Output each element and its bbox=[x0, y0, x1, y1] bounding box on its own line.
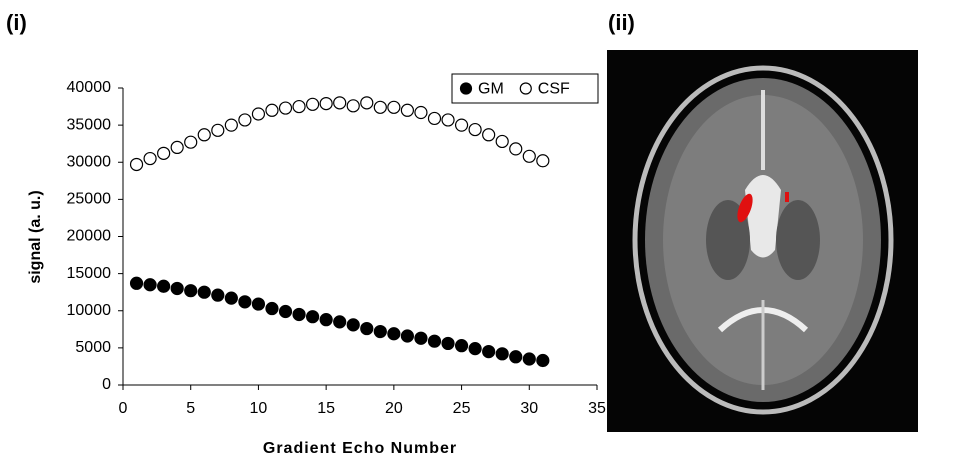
data-point bbox=[373, 100, 387, 114]
x-axis-label: Gradient Echo Number bbox=[263, 440, 457, 457]
y-tick-label: 5000 bbox=[75, 339, 111, 356]
data-point bbox=[292, 307, 306, 322]
y-tick-label: 15000 bbox=[67, 265, 112, 282]
data-point bbox=[346, 318, 360, 332]
data-point bbox=[251, 107, 266, 121]
data-point bbox=[238, 295, 252, 309]
data-point bbox=[319, 313, 333, 327]
data-point bbox=[211, 123, 225, 137]
x-tick-label: 25 bbox=[453, 400, 471, 417]
data-point bbox=[306, 310, 320, 324]
data-point bbox=[224, 291, 238, 305]
data-point bbox=[143, 151, 157, 166]
y-axis-label: signal (a. u.) bbox=[27, 190, 44, 283]
data-point bbox=[129, 157, 144, 172]
data-point bbox=[427, 111, 442, 126]
y-tick-label: 0 bbox=[102, 376, 111, 393]
data-point bbox=[441, 336, 455, 351]
panel-label: (i) bbox=[6, 10, 27, 35]
data-point bbox=[482, 344, 496, 359]
data-point bbox=[400, 329, 414, 343]
data-point bbox=[278, 304, 293, 319]
data-point bbox=[414, 331, 428, 345]
data-point bbox=[495, 347, 509, 361]
data-point bbox=[360, 96, 374, 110]
data-point bbox=[265, 103, 279, 117]
data-point bbox=[522, 149, 536, 163]
data-point bbox=[482, 128, 496, 142]
x-tick-label: 15 bbox=[317, 400, 335, 417]
data-point bbox=[170, 281, 184, 296]
x-tick-label: 0 bbox=[119, 400, 128, 417]
panel-label: (ii) bbox=[608, 10, 635, 35]
data-point bbox=[306, 97, 320, 111]
data-point bbox=[170, 140, 184, 154]
legend-marker bbox=[519, 82, 532, 95]
data-point bbox=[441, 113, 455, 127]
data-point bbox=[387, 327, 401, 341]
data-point bbox=[509, 350, 523, 364]
data-point bbox=[454, 339, 469, 353]
data-point bbox=[400, 103, 414, 117]
legend-marker bbox=[459, 82, 473, 95]
data-point bbox=[333, 315, 347, 329]
x-tick-label: 20 bbox=[385, 400, 403, 417]
data-point bbox=[184, 135, 198, 149]
x-tick-label: 10 bbox=[250, 400, 268, 417]
data-point bbox=[346, 99, 360, 113]
data-point bbox=[157, 146, 171, 160]
y-tick-label: 25000 bbox=[67, 191, 112, 208]
data-point bbox=[157, 279, 171, 293]
data-point bbox=[427, 334, 442, 348]
data-point bbox=[129, 276, 144, 290]
data-point bbox=[495, 134, 509, 149]
data-point bbox=[536, 154, 550, 168]
data-point bbox=[333, 96, 347, 110]
data-point bbox=[197, 285, 211, 299]
data-point bbox=[319, 96, 333, 111]
data-point bbox=[414, 105, 428, 120]
legend-label: CSF bbox=[538, 81, 570, 98]
y-tick-label: 30000 bbox=[67, 153, 112, 170]
data-point bbox=[468, 122, 482, 137]
data-point bbox=[387, 100, 401, 114]
data-point bbox=[278, 101, 293, 115]
data-point bbox=[251, 297, 266, 311]
legend-label: GM bbox=[478, 81, 504, 98]
data-point bbox=[197, 128, 211, 142]
data-point bbox=[292, 99, 306, 114]
data-point bbox=[468, 342, 482, 356]
y-tick-label: 35000 bbox=[67, 116, 112, 133]
data-point bbox=[454, 118, 469, 132]
data-point bbox=[522, 352, 536, 366]
x-tick-label: 5 bbox=[186, 400, 195, 417]
data-point bbox=[143, 278, 157, 292]
x-tick-label: 30 bbox=[520, 400, 538, 417]
y-tick-label: 20000 bbox=[67, 228, 112, 245]
data-point bbox=[238, 113, 252, 127]
data-point bbox=[509, 142, 523, 156]
data-point bbox=[373, 324, 387, 339]
data-point bbox=[184, 284, 198, 298]
data-point bbox=[224, 118, 238, 132]
data-point bbox=[536, 353, 550, 368]
x-tick-label: 35 bbox=[588, 400, 606, 417]
data-point bbox=[360, 321, 374, 336]
mri-image bbox=[607, 50, 918, 432]
data-point bbox=[211, 288, 225, 302]
y-tick-label: 10000 bbox=[67, 302, 112, 319]
data-point bbox=[265, 301, 279, 316]
y-tick-label: 40000 bbox=[67, 79, 112, 96]
